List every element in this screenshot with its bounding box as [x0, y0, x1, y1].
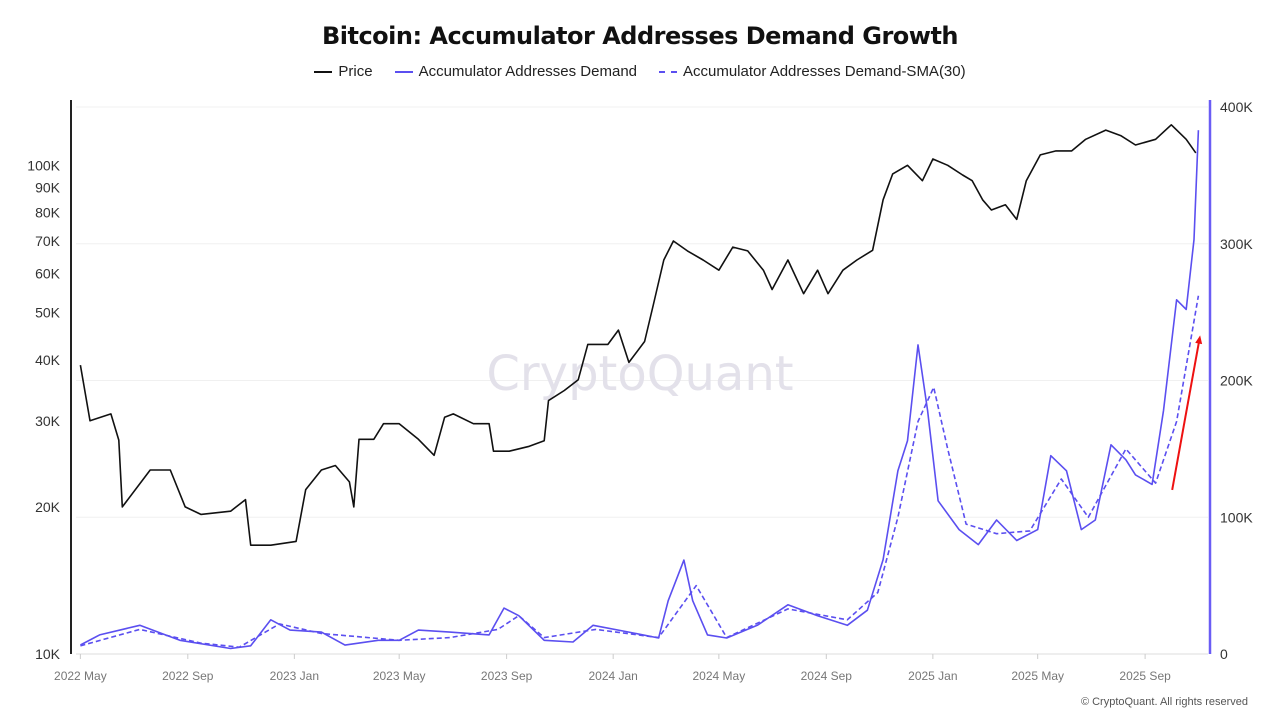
chart-title: Bitcoin: Accumulator Addresses Demand Gr…	[321, 22, 959, 50]
right-axis-tick-label: 300K	[1220, 236, 1253, 252]
axes: 0 100K 200K 300K 400K 10K 20K 30K 40K 50K 60K 70K 80…	[27, 99, 1253, 683]
series-layer	[79, 124, 1203, 650]
x-axis-tick-label: 2024 May	[693, 669, 746, 683]
legend-label: Accumulator Addresses Demand-SMA(30)	[683, 63, 966, 80]
legend-item-price[interactable]: Price	[314, 63, 373, 80]
x-axis-tick-label: 2022 May	[54, 669, 107, 683]
series-line-sma	[80, 295, 1200, 649]
left-axis-tick-label: 50K	[35, 304, 61, 320]
left-axis-tick-label: 100K	[27, 157, 60, 173]
footer-copyright: © CryptoQuant. All rights reserved	[1080, 696, 1248, 708]
grid	[76, 106, 1208, 518]
left-axis-tick-label: 30K	[35, 413, 61, 429]
x-axis-tick-label: 2024 Jan	[588, 669, 637, 683]
x-axis-tick-label: 2023 Sep	[481, 669, 533, 683]
watermark-logo: CryptoQuant	[486, 346, 793, 402]
x-axis-tick-label: 2023 May	[373, 669, 426, 683]
legend: Price Accumulator Addresses Demand Accum…	[0, 63, 1280, 80]
x-axis-tick-label: 2025 Sep	[1119, 669, 1171, 683]
legend-swatch-demand	[394, 70, 413, 73]
left-axis-tick-label: 10K	[35, 646, 61, 662]
x-axis-tick-label: 2024 Sep	[801, 669, 853, 683]
annotation-arrowhead	[1195, 335, 1203, 345]
legend-label: Price	[338, 63, 373, 80]
annotation-arrow	[1171, 341, 1201, 491]
series-line-price	[79, 124, 1197, 547]
left-axis-tick-label: 80K	[35, 205, 61, 221]
x-axis-tick-label: 2022 Sep	[162, 669, 214, 683]
legend-item-demand[interactable]: Accumulator Addresses Demand	[394, 63, 637, 80]
left-axis-tick-label: 20K	[35, 499, 61, 515]
legend-label: Accumulator Addresses Demand	[418, 63, 637, 80]
x-axis-tick-label: 2023 Jan	[270, 669, 319, 683]
left-axis-tick-label: 40K	[35, 352, 61, 368]
legend-swatch-price	[314, 70, 333, 73]
legend-swatch-sma	[659, 70, 677, 73]
right-axis-tick-label: 400K	[1220, 99, 1253, 115]
right-axis-tick-label: 200K	[1220, 373, 1253, 389]
right-axis-tick-label: 0	[1220, 646, 1228, 662]
left-axis-tick-label: 70K	[35, 233, 61, 249]
series-line-demand	[80, 130, 1200, 650]
x-axis-tick-label: 2025 Jan	[908, 669, 957, 683]
x-axis-tick-label: 2025 May	[1011, 669, 1064, 683]
left-axis-tick-label: 60K	[35, 266, 61, 282]
legend-item-sma[interactable]: Accumulator Addresses Demand-SMA(30)	[659, 63, 966, 80]
left-axis-tick-label: 90K	[35, 180, 61, 196]
right-axis-tick-label: 100K	[1220, 509, 1253, 525]
